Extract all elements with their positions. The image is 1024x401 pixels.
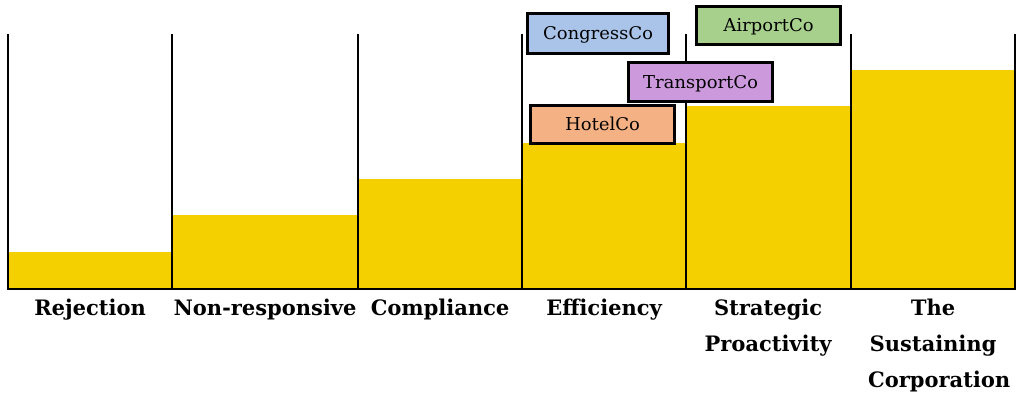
divider-line xyxy=(521,34,523,289)
company-name: CongressCo xyxy=(542,23,654,44)
company-box-congressco: CongressCo xyxy=(526,12,670,55)
company-name: AirportCo xyxy=(723,15,814,36)
stage-label-efficiency: Efficiency xyxy=(546,295,662,320)
step-compliance xyxy=(358,179,522,289)
divider-line xyxy=(685,34,687,289)
divider-line xyxy=(171,34,173,289)
company-box-airportco: AirportCo xyxy=(695,5,842,46)
divider-line xyxy=(357,34,359,289)
baseline xyxy=(7,288,1016,290)
company-box-transportco: TransportCo xyxy=(627,61,774,103)
step-sustaining-corporation xyxy=(851,70,1015,289)
company-name: HotelCo xyxy=(565,114,640,135)
company-box-hotelco: HotelCo xyxy=(529,104,676,145)
step-strategic-proactivity xyxy=(686,106,851,289)
stage-label-non-responsive: Non-responsive xyxy=(173,295,357,320)
stage-label-sustaining-corporation: The Sustaining Corporation xyxy=(868,295,1011,392)
step-non-responsive xyxy=(172,215,358,289)
stage-label-strategic-proactivity: Strategic Proactivity xyxy=(704,295,832,356)
step-rejection xyxy=(8,252,172,289)
step-efficiency xyxy=(522,143,686,289)
stage-label-rejection: Rejection xyxy=(34,295,146,320)
stage-label-compliance: Compliance xyxy=(370,295,510,320)
divider-line xyxy=(1014,34,1016,289)
company-name: TransportCo xyxy=(643,71,758,93)
divider-line xyxy=(7,34,9,289)
divider-line xyxy=(850,34,852,289)
